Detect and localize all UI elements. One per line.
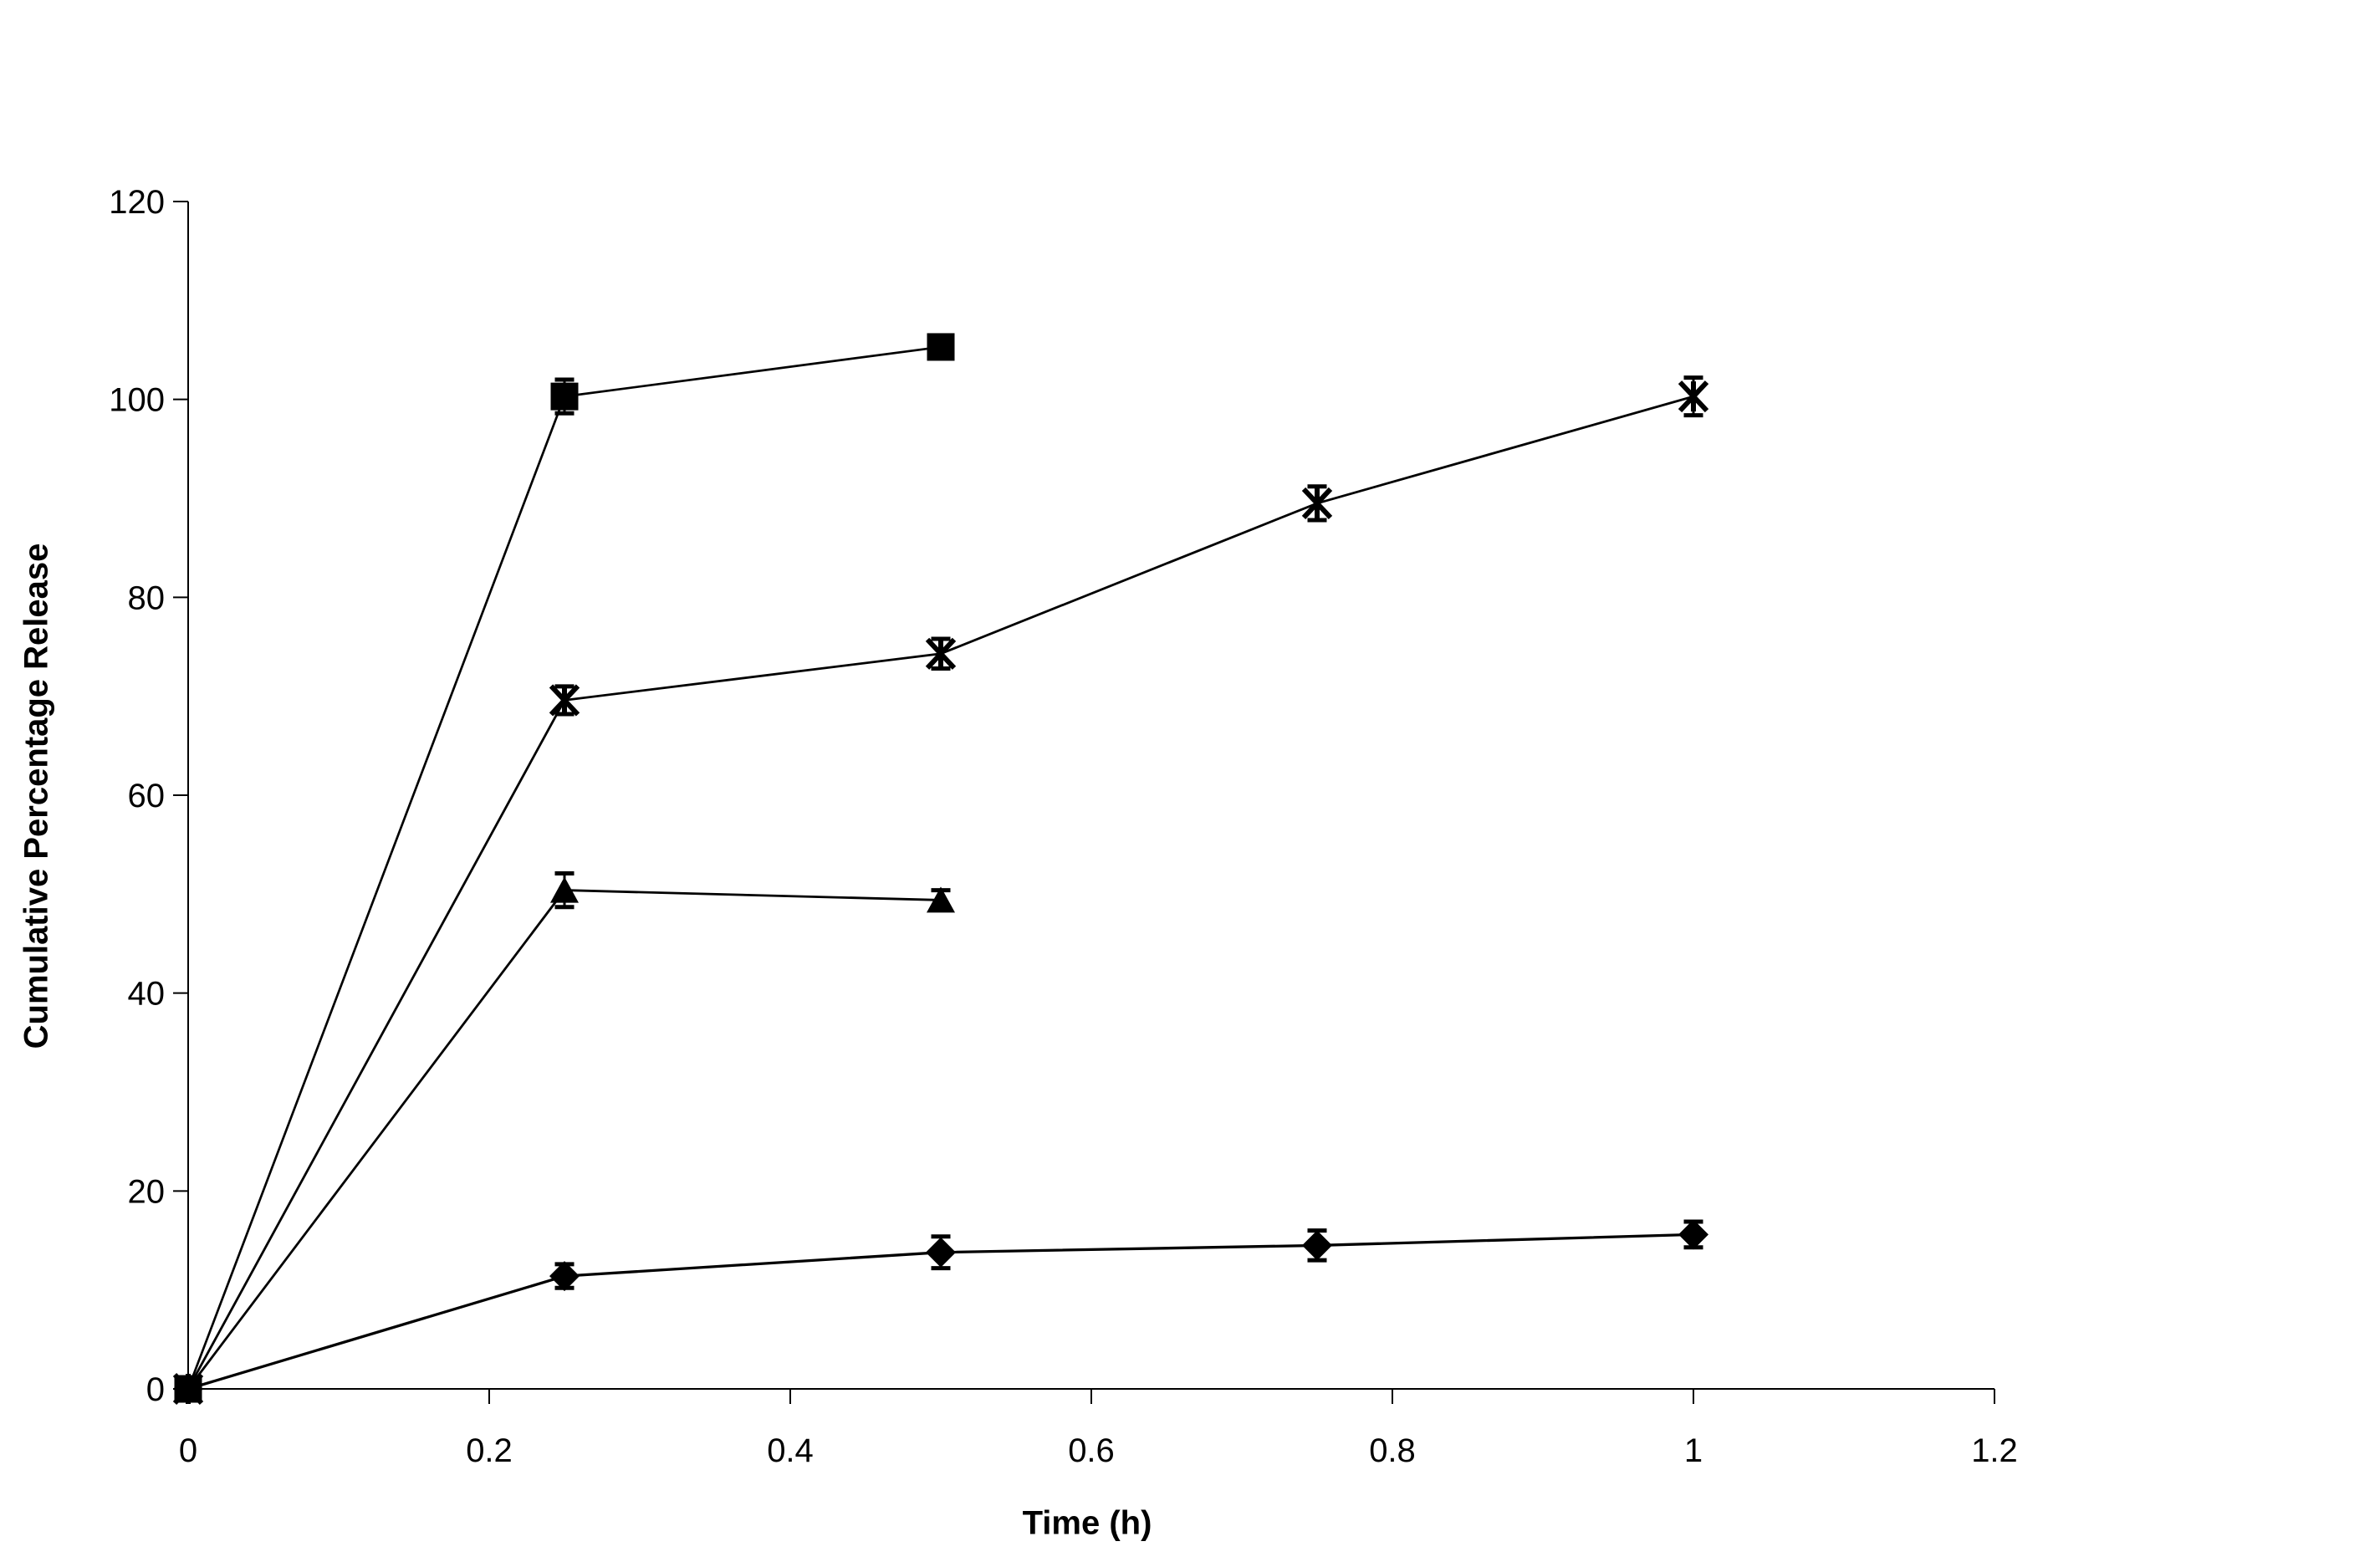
y-tick-label: 80 <box>128 579 166 616</box>
square-series-line <box>186 345 942 1390</box>
triangle-series-marker-triangle <box>927 886 955 913</box>
x-tick-label: 0.2 <box>466 1432 513 1469</box>
diamond-series-marker-diamond <box>1302 1230 1332 1261</box>
y-tick-label: 20 <box>128 1173 166 1210</box>
diamond-series-marker-diamond <box>1678 1219 1708 1250</box>
x-tick-label: 0.6 <box>1068 1432 1115 1469</box>
triangle-series-marker-triangle <box>550 876 579 903</box>
diamond-series-marker-diamond <box>926 1237 956 1268</box>
y-tick-label: 120 <box>109 184 165 221</box>
square-series-marker-square <box>927 333 955 361</box>
x-tick-label: 1.2 <box>1971 1432 2018 1469</box>
y-axis-title: Cumulative Percentage Release <box>18 543 55 1049</box>
triangle-series-line <box>186 889 942 1390</box>
x-tick-label: 0.8 <box>1369 1432 1416 1469</box>
y-tick-label: 40 <box>128 976 166 1013</box>
square-series-marker-square <box>174 1375 202 1403</box>
y-tick-label: 60 <box>128 778 166 814</box>
x-tick-label: 0 <box>179 1432 197 1469</box>
x-tick-label: 0.4 <box>767 1432 814 1469</box>
square-series-marker-square <box>550 382 579 411</box>
x-axis-title: Time (h) <box>1022 1504 1152 1542</box>
y-tick-label: 0 <box>146 1371 165 1408</box>
y-tick-label: 100 <box>109 382 165 419</box>
diamond-series-marker-diamond <box>549 1261 580 1292</box>
x-tick-label: 1 <box>1684 1432 1703 1469</box>
